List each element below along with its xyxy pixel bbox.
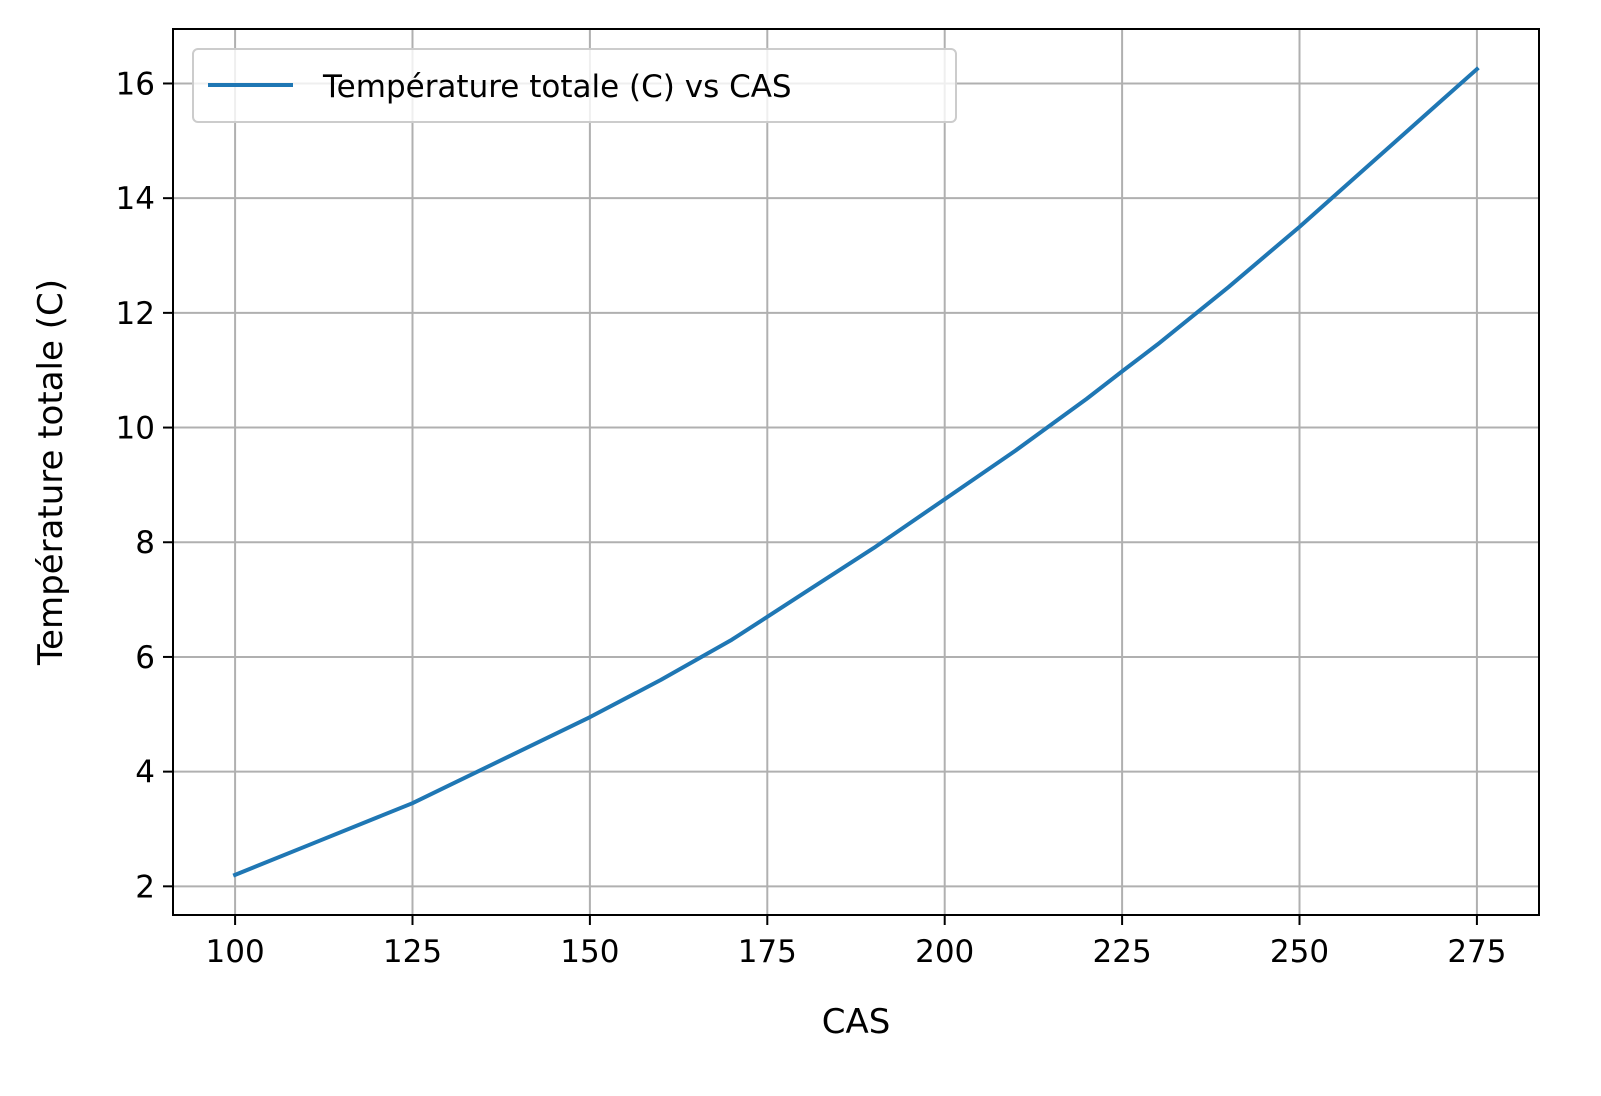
plot-area: [232, 66, 1480, 878]
y-tick-label: 8: [135, 525, 155, 561]
grid: [173, 29, 1539, 915]
y-tick-label: 16: [116, 66, 155, 102]
axes-frame: [172, 28, 1540, 916]
y-axis-label: Température totale (C): [31, 279, 71, 666]
x-tick-label: 150: [560, 934, 619, 970]
y-tick-label: 6: [135, 640, 155, 676]
y-tick-label: 2: [135, 869, 155, 905]
legend-label: Température totale (C) vs CAS: [322, 69, 792, 105]
x-tick-label: 100: [206, 934, 265, 970]
x-axis-label: CAS: [822, 1002, 891, 1042]
x-tick-label: 225: [1093, 934, 1152, 970]
x-tick-label: 125: [383, 934, 442, 970]
x-tick-label: 175: [738, 934, 797, 970]
x-tick-label: 250: [1270, 934, 1329, 970]
x-tick-label: 200: [915, 934, 974, 970]
y-tick-label: 12: [116, 296, 155, 332]
y-tick-label: 4: [135, 755, 155, 791]
axis-ticks: 100 125 150 175 200 225 250 275 2 4 6 8 10 12 14 16: [116, 66, 1507, 970]
series-line: [232, 66, 1480, 878]
legend-box: [192, 48, 957, 123]
legend: Température totale (C) vs CAS: [192, 48, 957, 123]
x-tick-label: 275: [1447, 934, 1506, 970]
y-tick-label: 10: [116, 411, 155, 447]
y-tick-label: 14: [116, 181, 155, 217]
